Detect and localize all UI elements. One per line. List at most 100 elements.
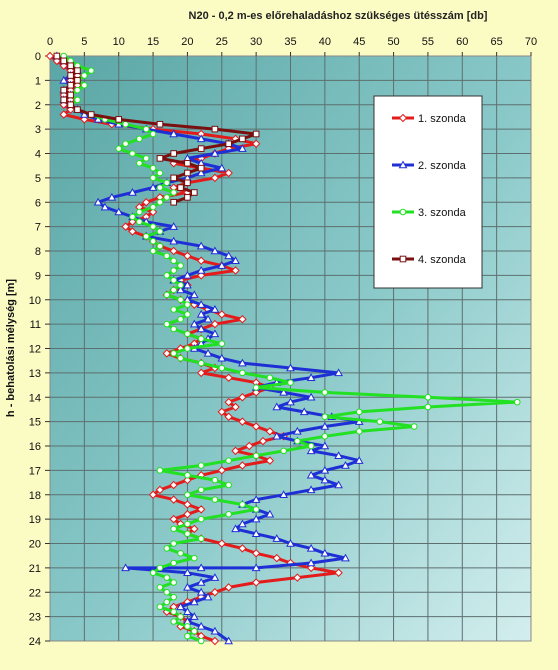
data-point [170, 267, 177, 274]
legend-item: 2. szonda [392, 160, 467, 172]
data-point [334, 480, 343, 489]
data-point [272, 534, 282, 542]
y-tick-label: 24 [29, 636, 41, 648]
data-point [238, 519, 247, 528]
data-point [170, 276, 177, 284]
data-point [217, 163, 227, 172]
data-point [177, 184, 184, 191]
data-point [148, 490, 158, 499]
data-point [149, 237, 157, 245]
data-point [225, 481, 232, 489]
x-tick-label: 15 [147, 36, 159, 48]
data-point [196, 168, 206, 177]
data-point [196, 621, 206, 630]
data-point [286, 363, 295, 372]
data-point [210, 626, 220, 635]
y-tick-label: 21 [29, 563, 41, 575]
data-point [306, 543, 316, 552]
y-axis-label: h - behatolási mélység [m] [5, 279, 17, 417]
data-point [136, 208, 143, 216]
data-point [170, 286, 177, 294]
legend-label: 2. szonda [418, 160, 467, 172]
data-point [224, 168, 233, 178]
data-point [197, 462, 205, 469]
data-point [196, 505, 206, 514]
data-point [191, 554, 198, 562]
data-point [272, 402, 282, 411]
data-point [239, 501, 246, 508]
data-point [169, 480, 178, 490]
data-point [184, 179, 191, 187]
data-point [190, 524, 199, 534]
data-point [163, 291, 171, 299]
data-point [376, 418, 384, 425]
data-point [163, 320, 171, 328]
data-point [341, 553, 350, 562]
y-tick-label: 1 [35, 75, 41, 87]
y-tick-label: 5 [35, 173, 41, 185]
data-point [184, 530, 191, 538]
data-point [225, 457, 232, 464]
data-point [184, 471, 191, 479]
chart-title: N20 - 0,2 m-es előrehaladáshoz szükséges… [189, 10, 488, 22]
data-point [184, 169, 191, 177]
data-point [184, 491, 191, 499]
data-point [210, 588, 220, 597]
data-point [197, 637, 205, 645]
data-point [321, 389, 329, 396]
data-point [293, 426, 302, 435]
data-point [59, 110, 68, 119]
data-point [210, 329, 220, 338]
x-tick-label: 25 [216, 36, 228, 48]
data-point [169, 236, 179, 245]
data-point [218, 340, 226, 347]
data-point [251, 529, 261, 538]
data-point [129, 150, 136, 157]
data-point [258, 436, 268, 446]
y-tick-label: 12 [29, 344, 41, 356]
x-tick-label: 40 [319, 36, 331, 48]
data-point [163, 545, 171, 552]
legend-label: 1. szonda [418, 113, 467, 125]
data-point [238, 315, 247, 324]
data-point [156, 120, 164, 128]
data-point [239, 135, 246, 143]
data-point [218, 364, 226, 372]
data-point [272, 553, 281, 563]
data-point [87, 111, 95, 118]
data-point [183, 607, 192, 616]
y-tick-label: 3 [35, 124, 41, 136]
data-point [224, 397, 233, 407]
data-point [184, 520, 191, 528]
data-point [170, 150, 177, 157]
data-point [183, 270, 192, 279]
legend-label: 3. szonda [418, 207, 467, 219]
data-point [149, 203, 157, 211]
data-point [74, 86, 81, 94]
data-point [136, 218, 143, 226]
data-point [170, 325, 177, 333]
data-point [251, 514, 261, 523]
data-point [231, 402, 240, 412]
data-point [163, 252, 171, 260]
data-point [251, 578, 261, 587]
data-point [169, 246, 178, 256]
data-point [197, 164, 205, 172]
data-point [155, 485, 165, 495]
data-point [424, 403, 432, 411]
data-point [177, 262, 184, 269]
data-point [203, 592, 213, 601]
data-point [53, 52, 61, 60]
data-point [156, 564, 164, 572]
data-point [170, 618, 177, 625]
y-tick-label: 17 [29, 465, 41, 477]
x-tick-label: 35 [284, 36, 296, 48]
data-point [334, 368, 343, 377]
data-point [341, 460, 350, 469]
data-point [59, 75, 69, 84]
data-point [149, 247, 157, 255]
data-point [252, 384, 260, 391]
data-point [321, 413, 329, 421]
data-point [197, 515, 205, 523]
